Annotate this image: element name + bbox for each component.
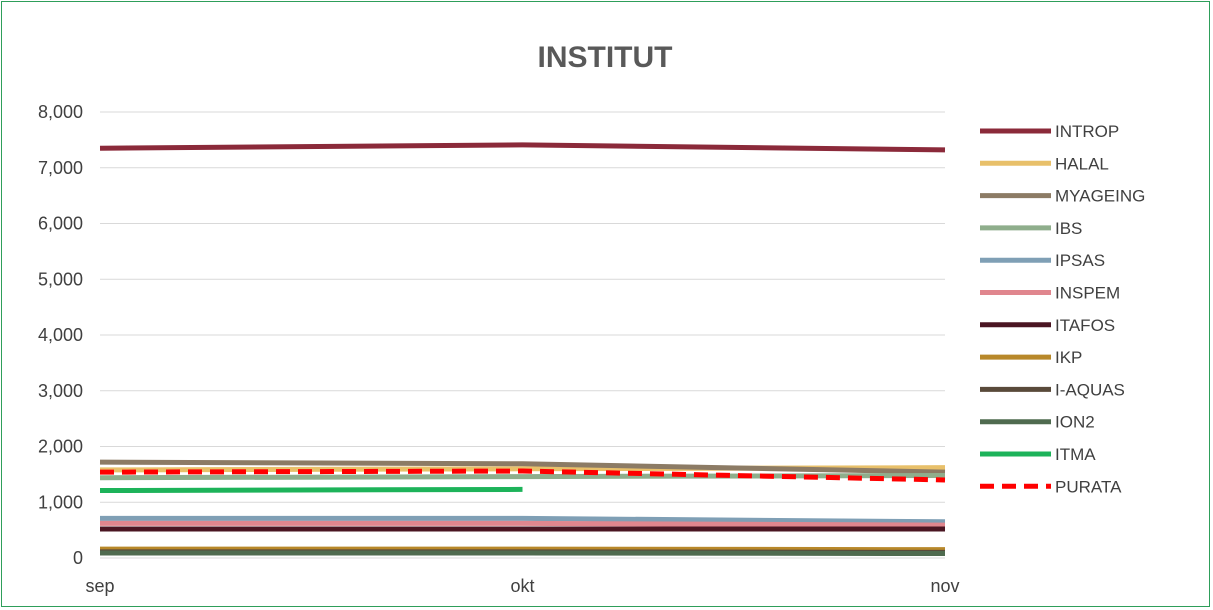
y-tick-label: 5,000	[38, 269, 83, 289]
y-tick-label: 0	[73, 548, 83, 568]
legend-label: I-AQUAS	[1055, 380, 1125, 399]
legend-label: MYAGEING	[1055, 187, 1145, 206]
y-tick-label: 3,000	[38, 381, 83, 401]
series-line-ibs	[100, 475, 945, 477]
legend-label: INSPEM	[1055, 284, 1120, 303]
legend-label: INTROP	[1055, 122, 1119, 141]
y-tick-label: 6,000	[38, 214, 83, 234]
legend-label: ION2	[1055, 413, 1095, 432]
legend-label: IKP	[1055, 348, 1082, 367]
chart-title: INSTITUT	[538, 41, 673, 74]
x-tick-label: okt	[510, 576, 534, 596]
legend-label: ITMA	[1055, 445, 1096, 464]
legend: INTROP HALAL MYAGEING IBS IPSAS INSPEM ITAFOS I…	[980, 122, 1145, 496]
series-line-introp	[100, 145, 945, 150]
x-tick-label: sep	[85, 576, 114, 596]
y-tick-label: 4,000	[38, 325, 83, 345]
legend-label: ITAFOS	[1055, 316, 1115, 335]
legend-label: HALAL	[1055, 154, 1109, 173]
series-line-inspem	[100, 523, 945, 525]
legend-label: PURATA	[1055, 477, 1122, 496]
y-tick-label: 8,000	[38, 102, 83, 122]
y-tick-label: 2,000	[38, 437, 83, 457]
y-tick-label: 1,000	[38, 492, 83, 512]
series-line-ion2	[100, 553, 945, 554]
legend-label: IPSAS	[1055, 251, 1105, 270]
series-line-itma	[100, 489, 523, 490]
x-tick-label: nov	[930, 576, 959, 596]
legend-label: IBS	[1055, 219, 1082, 238]
y-tick-label: 7,000	[38, 158, 83, 178]
